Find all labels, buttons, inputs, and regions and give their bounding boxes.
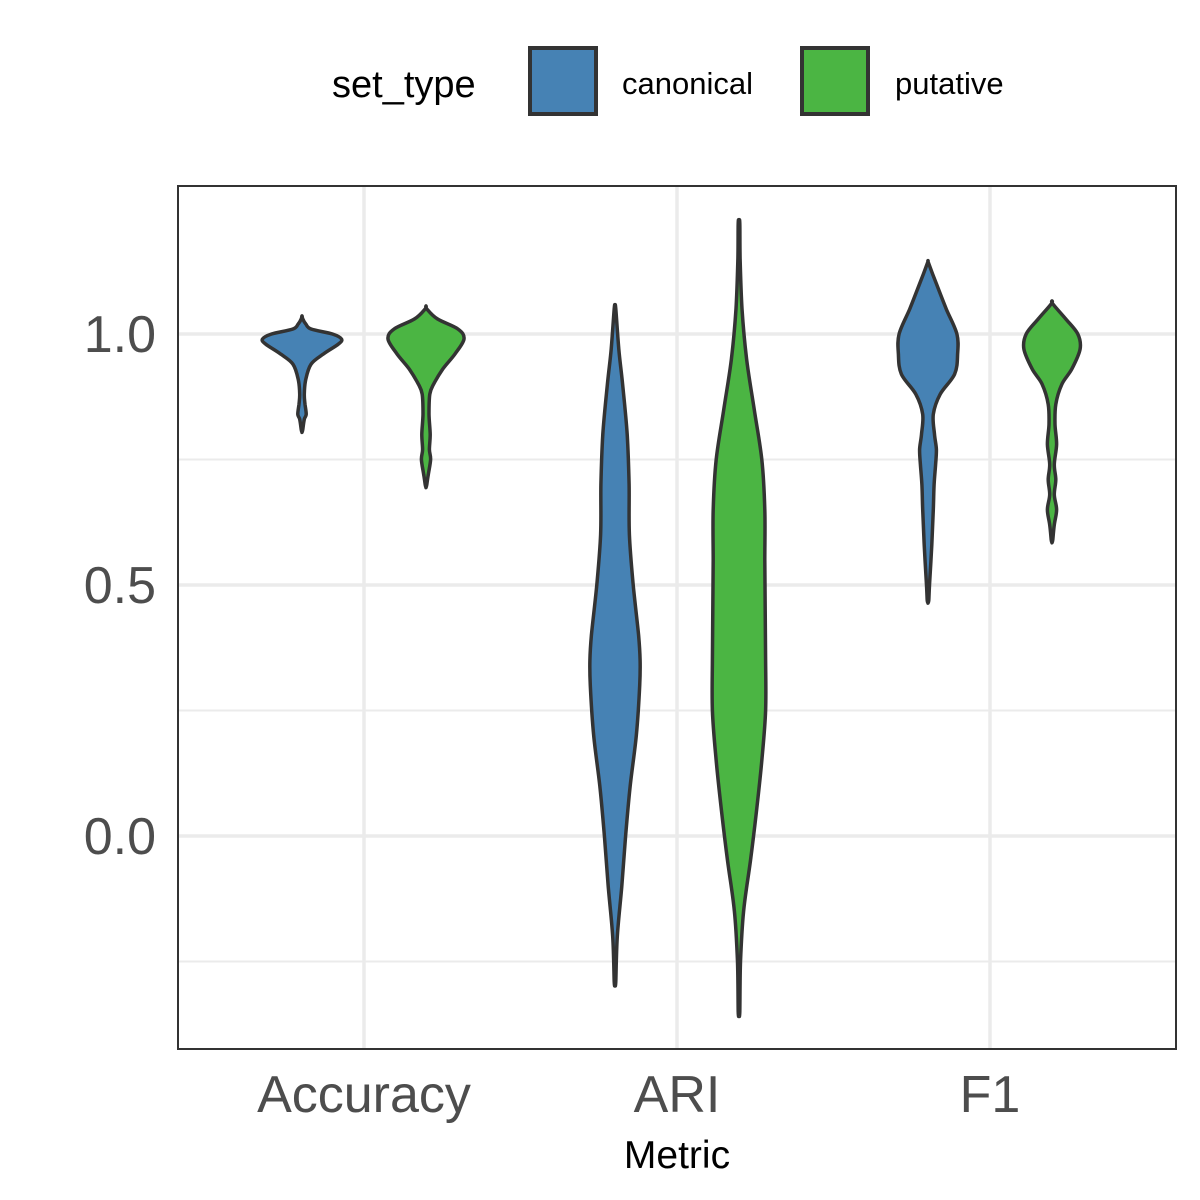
violin-canonical-f1 [896, 258, 960, 605]
legend: set_type canonical putative [332, 46, 1004, 116]
y-tick-label: 0.5 [84, 557, 156, 615]
violin-canonical-ari [588, 302, 642, 988]
legend-label-putative: putative [895, 66, 1004, 101]
legend-title: set_type [332, 64, 476, 106]
y-tick-label: 1.0 [84, 306, 156, 364]
x-axis-ticks: Accuracy ARI F1 [257, 1066, 1020, 1124]
violin-canonical-accuracy [260, 314, 344, 435]
x-tick-label: Accuracy [257, 1066, 471, 1124]
x-axis-title: Metric [624, 1134, 730, 1177]
panel-border [177, 185, 1177, 1050]
legend-swatch-canonical [528, 46, 598, 116]
x-tick-label: ARI [634, 1066, 721, 1124]
legend-swatch-putative [800, 46, 870, 116]
y-tick-label: 0.0 [84, 808, 156, 866]
violins [260, 217, 1083, 1019]
violin-putative-ari [710, 217, 768, 1019]
violin-putative-f1 [1021, 299, 1083, 545]
violin-putative-accuracy [386, 304, 466, 490]
legend-label-canonical: canonical [622, 66, 753, 101]
major-gridlines [178, 186, 1176, 1049]
x-tick-label: F1 [960, 1066, 1021, 1124]
y-axis-ticks: 0.0 0.5 1.0 [84, 306, 156, 866]
